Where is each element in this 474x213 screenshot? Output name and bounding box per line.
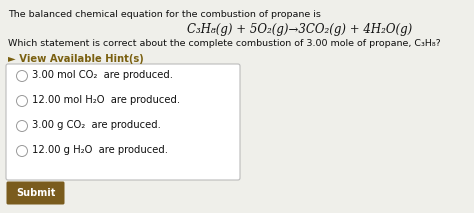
Text: C₃H₈(g) + 5O₂(g)→3CO₂(g) + 4H₂O(g): C₃H₈(g) + 5O₂(g)→3CO₂(g) + 4H₂O(g) <box>187 23 413 36</box>
FancyBboxPatch shape <box>7 181 64 204</box>
Text: The balanced chemical equation for the combustion of propane is: The balanced chemical equation for the c… <box>8 10 321 19</box>
FancyBboxPatch shape <box>6 64 240 180</box>
Text: ► View Available Hint(s): ► View Available Hint(s) <box>8 54 144 64</box>
Text: 12.00 mol H₂O  are produced.: 12.00 mol H₂O are produced. <box>33 95 181 105</box>
Circle shape <box>17 71 27 82</box>
Circle shape <box>17 145 27 157</box>
Text: 12.00 g H₂O  are produced.: 12.00 g H₂O are produced. <box>33 145 168 155</box>
Text: 3.00 mol CO₂  are produced.: 3.00 mol CO₂ are produced. <box>33 70 173 80</box>
Circle shape <box>17 95 27 106</box>
Text: 3.00 g CO₂  are produced.: 3.00 g CO₂ are produced. <box>33 120 161 130</box>
Text: Which statement is correct about the complete combustion of 3.00 mole of propane: Which statement is correct about the com… <box>8 39 441 48</box>
Text: Submit: Submit <box>16 188 55 198</box>
Circle shape <box>17 121 27 131</box>
